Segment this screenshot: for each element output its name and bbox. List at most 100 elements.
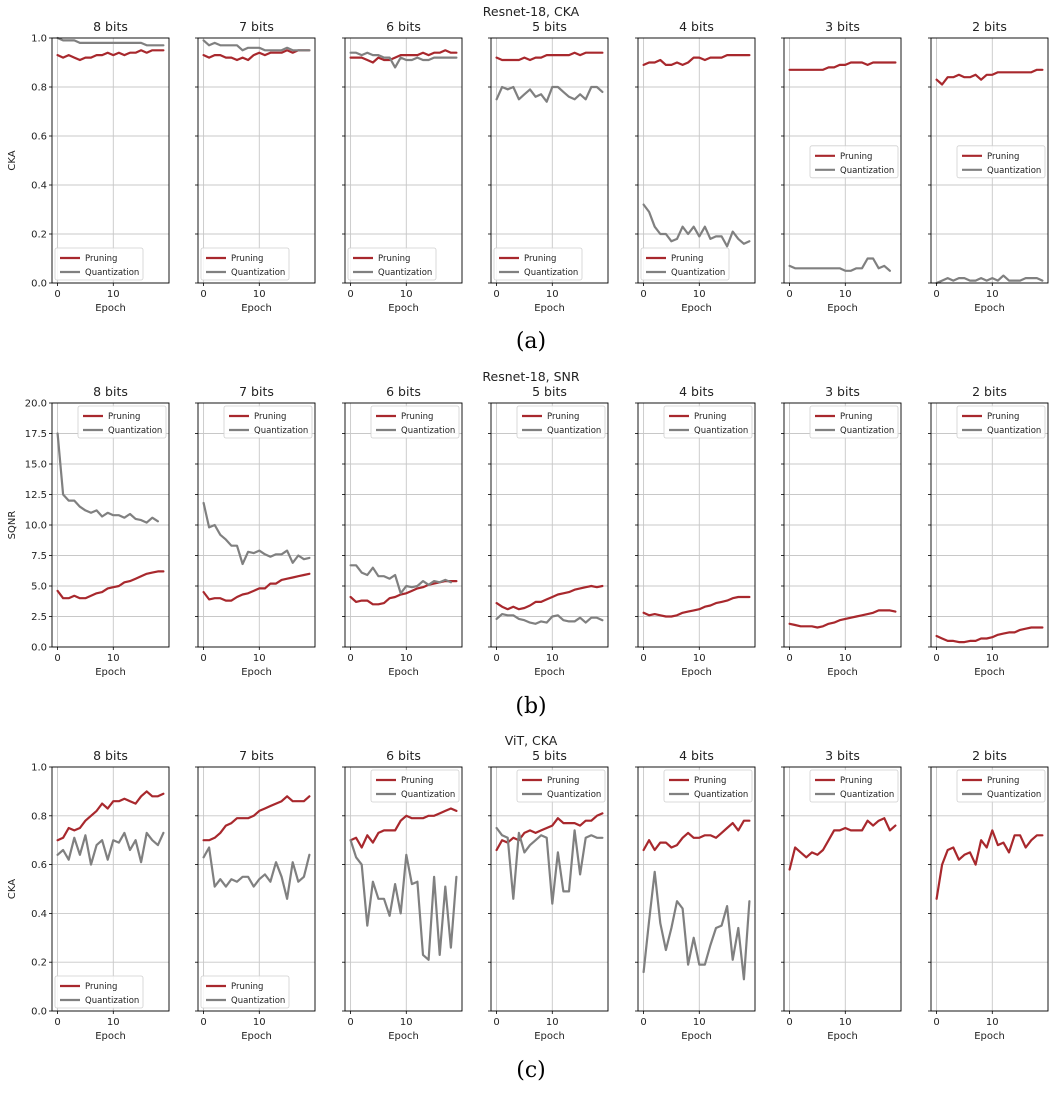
x-tick-label: 10 bbox=[107, 1017, 120, 1028]
legend-label: Pruning bbox=[987, 776, 1019, 786]
legend-label: Quantization bbox=[840, 790, 894, 800]
x-tick-label: 10 bbox=[253, 1017, 266, 1028]
legend-label: Pruning bbox=[231, 982, 263, 992]
legend: Pruning Quantization bbox=[347, 247, 437, 281]
pruning-line bbox=[349, 579, 458, 606]
subplot-2-bits: 2 bits 0 10 Epoch Pruning Quantization bbox=[928, 384, 1049, 678]
x-tick-label: 10 bbox=[839, 1017, 852, 1028]
subplot-2-bits: 2 bits 0 10 Epoch Pruning Quantization bbox=[928, 19, 1049, 314]
subplot-4-bits: 4 bits 0 10 Epoch Pruning Quantization bbox=[635, 19, 756, 314]
x-axis-label: Epoch bbox=[241, 303, 272, 314]
legend-label: Pruning bbox=[547, 412, 579, 422]
legend-label: Pruning bbox=[85, 982, 117, 992]
x-tick-label: 0 bbox=[200, 1017, 206, 1028]
quantization-line bbox=[56, 432, 159, 524]
legend: Pruning Quantization bbox=[663, 769, 753, 803]
x-axis-label: Epoch bbox=[681, 303, 712, 314]
axes-frame bbox=[930, 37, 1049, 284]
subplot-6-bits: 6 bits 0 10 Epoch Pruning Quantization bbox=[342, 19, 463, 314]
x-tick-label: 0 bbox=[786, 653, 792, 664]
subplot-8-bits: 8 bits 0.0 2.5 5.0 7.5 10.0 12.5 15.0 17.5 20.0 0 1… bbox=[25, 384, 170, 678]
axes-frame bbox=[637, 766, 756, 1012]
quantization-line bbox=[495, 612, 604, 625]
panel-2: Resnet-18, SNR (b) SQNR 8 bits 0.0 2.5 5.0 7.5 1… bbox=[7, 369, 1049, 719]
subplot-title: 5 bits bbox=[532, 19, 567, 34]
quantization-line bbox=[642, 203, 751, 248]
y-tick-label: 0.0 bbox=[31, 279, 47, 290]
subplot-title: 6 bits bbox=[386, 748, 421, 763]
x-tick-label: 0 bbox=[786, 289, 792, 300]
legend: Pruning Quantization bbox=[493, 247, 583, 281]
x-tick-label: 10 bbox=[253, 289, 266, 300]
quantization-line bbox=[202, 846, 311, 900]
y-tick-label: 10.0 bbox=[25, 521, 47, 532]
pruning-line bbox=[495, 584, 604, 611]
x-tick-label: 0 bbox=[933, 289, 939, 300]
axes-frame bbox=[490, 766, 609, 1012]
y-tick-label: 12.5 bbox=[25, 490, 47, 501]
y-tick-label: 0.2 bbox=[31, 958, 47, 969]
y-tick-label: 0.6 bbox=[31, 132, 47, 143]
axes-frame bbox=[930, 766, 1049, 1012]
x-axis-label: Epoch bbox=[241, 1031, 272, 1042]
legend: Pruning Quantization bbox=[200, 247, 290, 281]
pruning-line bbox=[935, 626, 1044, 644]
x-axis-label: Epoch bbox=[534, 667, 565, 678]
subplot-title: 3 bits bbox=[825, 748, 860, 763]
y-axis-label: SQNR bbox=[7, 511, 18, 540]
quantization-line bbox=[495, 85, 604, 103]
x-tick-label: 0 bbox=[933, 1017, 939, 1028]
legend-label: Quantization bbox=[840, 426, 894, 436]
legend-label: Pruning bbox=[840, 776, 872, 786]
x-axis-label: Epoch bbox=[534, 1031, 565, 1042]
panel-caption: (c) bbox=[516, 1058, 546, 1083]
legend-label: Quantization bbox=[85, 268, 139, 278]
legend-label: Quantization bbox=[671, 268, 725, 278]
legend-label: Quantization bbox=[254, 426, 308, 436]
panel-3: ViT, CKA (c) CKA 8 bits 0.0 0.2 0.4 0.6 0.8 1.0 0 1… bbox=[7, 733, 1049, 1083]
subplot-4-bits: 4 bits 0 10 Epoch Pruning Quantization bbox=[635, 384, 756, 678]
legend: Pruning Quantization bbox=[809, 145, 899, 179]
legend: Pruning Quantization bbox=[370, 769, 460, 803]
axes-frame bbox=[197, 37, 316, 284]
subplot-3-bits: 3 bits 0 10 Epoch Pruning Quantization bbox=[781, 748, 902, 1042]
x-tick-label: 0 bbox=[347, 1017, 353, 1028]
legend-label: Pruning bbox=[401, 776, 433, 786]
pruning-line bbox=[935, 68, 1044, 86]
pruning-line bbox=[495, 51, 604, 62]
x-tick-label: 10 bbox=[546, 1017, 559, 1028]
legend-label: Pruning bbox=[378, 254, 410, 264]
x-tick-label: 10 bbox=[400, 289, 413, 300]
x-axis-label: Epoch bbox=[974, 303, 1005, 314]
legend: Pruning Quantization bbox=[809, 405, 899, 439]
legend-label: Quantization bbox=[231, 268, 285, 278]
axes-frame bbox=[51, 37, 170, 284]
x-axis-label: Epoch bbox=[974, 667, 1005, 678]
legend-label: Pruning bbox=[671, 254, 703, 264]
x-tick-label: 10 bbox=[986, 653, 999, 664]
x-tick-label: 0 bbox=[933, 653, 939, 664]
subplot-title: 7 bits bbox=[239, 384, 274, 399]
y-tick-label: 20.0 bbox=[25, 399, 47, 410]
quantization-line bbox=[642, 870, 751, 981]
legend: Pruning Quantization bbox=[516, 769, 606, 803]
legend: Pruning Quantization bbox=[663, 405, 753, 439]
subplot-3-bits: 3 bits 0 10 Epoch Pruning Quantization bbox=[781, 384, 902, 678]
pruning-line bbox=[788, 61, 897, 71]
x-axis-label: Epoch bbox=[95, 667, 126, 678]
pruning-line bbox=[349, 807, 458, 849]
subplot-2-bits: 2 bits 0 10 Epoch Pruning Quantization bbox=[928, 748, 1049, 1042]
subplot-title: 5 bits bbox=[532, 748, 567, 763]
axes-frame bbox=[783, 766, 902, 1012]
x-axis-label: Epoch bbox=[388, 1031, 419, 1042]
x-axis-label: Epoch bbox=[827, 667, 858, 678]
quantization-line bbox=[56, 36, 165, 47]
legend-label: Quantization bbox=[85, 996, 139, 1006]
subplot-6-bits: 6 bits 0 10 Epoch Pruning Quantization bbox=[342, 748, 463, 1042]
legend-label: Pruning bbox=[524, 254, 556, 264]
y-tick-label: 0.6 bbox=[31, 860, 47, 871]
y-tick-label: 0.8 bbox=[31, 83, 47, 94]
subplot-title: 7 bits bbox=[239, 748, 274, 763]
x-tick-label: 10 bbox=[693, 653, 706, 664]
